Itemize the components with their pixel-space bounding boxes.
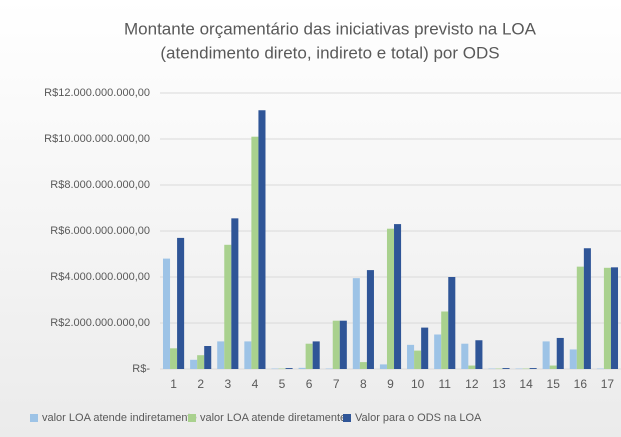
bar [366,270,374,369]
bar [576,266,584,369]
bar [421,327,429,369]
bar [190,359,198,369]
bar [285,368,293,369]
bar [204,346,212,369]
bar [542,341,550,369]
x-tick-label: 15 [547,377,561,391]
bar [224,244,232,369]
bar [522,368,530,370]
legend-swatch [343,414,351,422]
x-tick-label: 12 [465,377,479,391]
legend-label: Valor para o ODS na LOA [355,412,482,424]
x-tick-label: 16 [574,377,588,391]
bar [278,368,286,370]
x-tick-label: 13 [492,377,506,391]
bar [312,341,320,369]
bar [170,348,178,369]
legend-swatch [188,414,196,422]
bar [217,341,225,369]
bar [271,368,279,370]
bar [258,110,266,369]
x-tick-label: 11 [439,377,452,391]
x-tick-label: 8 [360,377,367,391]
bar [298,367,306,369]
bar [162,258,171,369]
bar [468,365,476,369]
chart-title: (atendimento direto, indireto e total) p… [160,43,499,62]
bar [556,337,564,369]
bar [244,341,252,369]
bar [475,340,483,369]
bar [461,343,469,369]
x-tick-label: 6 [306,377,313,391]
bar [488,368,496,370]
bar [515,368,523,370]
bar [231,218,239,369]
y-tick-label: R$10.000.000.000,00 [44,133,150,145]
bar [379,364,387,369]
x-tick-label: 17 [601,377,615,391]
legend-label: valor LOA atende diretamente [200,412,346,424]
bar [583,248,591,369]
bar [596,368,604,370]
bar [448,277,456,369]
y-tick-label: R$8.000.000.000,00 [50,179,150,191]
y-tick-label: R$12.000.000.000,00 [44,87,150,99]
x-tick-label: 5 [279,377,286,391]
bar [414,350,422,369]
y-tick-label: R$- [132,363,150,375]
bar [610,267,619,369]
legend-swatch [30,414,38,422]
x-tick-label: 10 [411,377,425,391]
legend-label: valor LOA atende indiretamente [42,412,197,424]
bar [305,343,313,369]
bar [386,228,395,369]
bar [529,368,537,369]
x-tick-label: 9 [387,377,394,391]
x-tick-label: 7 [333,377,340,391]
y-tick-label: R$6.000.000.000,00 [50,225,150,237]
bar [339,320,347,369]
chart-title: Montante orçamentário das iniciativas pr… [124,19,537,38]
bar [569,349,577,369]
bar [495,368,503,370]
x-tick-label: 14 [519,377,533,391]
bar [441,311,449,369]
bar [177,237,185,369]
bar [434,334,442,369]
bar [603,267,611,369]
bar [325,368,333,370]
y-tick-label: R$4.000.000.000,00 [50,271,150,283]
bar [359,362,367,369]
x-tick-label: 2 [197,377,204,391]
bar [332,320,340,369]
bar [407,344,415,369]
bar [502,368,510,369]
bar [394,224,402,369]
x-tick-label: 1 [170,377,177,391]
bar [549,365,557,369]
y-tick-label: R$2.000.000.000,00 [50,317,150,329]
x-tick-label: 4 [252,377,259,391]
bar [251,136,259,369]
bar [352,278,360,369]
x-tick-label: 3 [224,377,231,391]
bar [197,355,205,369]
